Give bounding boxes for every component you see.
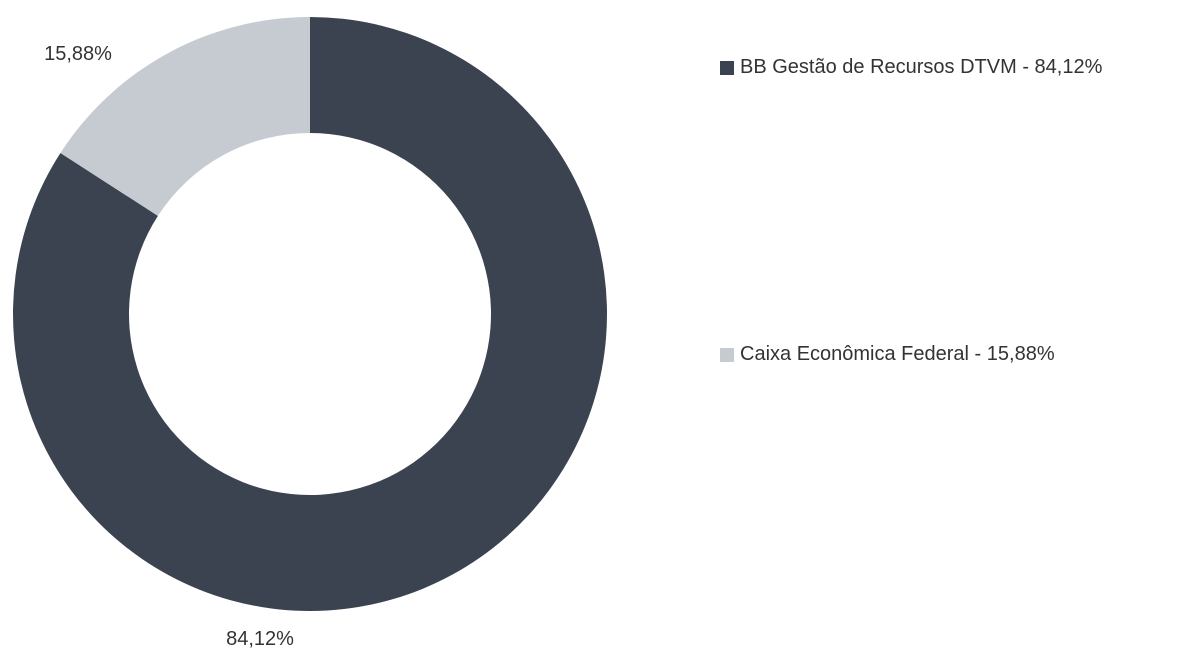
data-label-caixa: 15,88% [44,43,112,65]
data-label-bb-gestao: 84,12% [226,628,294,650]
legend: BB Gestão de Recursos DTVM - 84,12% Caix… [720,0,1190,650]
donut-slices [12,17,607,611]
legend-swatch-caixa [720,347,734,362]
legend-item-bb-gestao: BB Gestão de Recursos DTVM - 84,12% [720,56,1102,79]
legend-swatch-bb-gestao [720,60,734,75]
legend-label-caixa: Caixa Econômica Federal - 15,88% [740,343,1055,365]
legend-item-caixa: Caixa Econômica Federal - 15,88% [720,343,1055,366]
legend-label-bb-gestao: BB Gestão de Recursos DTVM - 84,12% [740,56,1103,78]
donut-slice-bb-gestao [12,17,607,611]
donut-slice-caixa [60,17,310,216]
donut-chart: 84,12% 15,88% [12,17,607,650]
